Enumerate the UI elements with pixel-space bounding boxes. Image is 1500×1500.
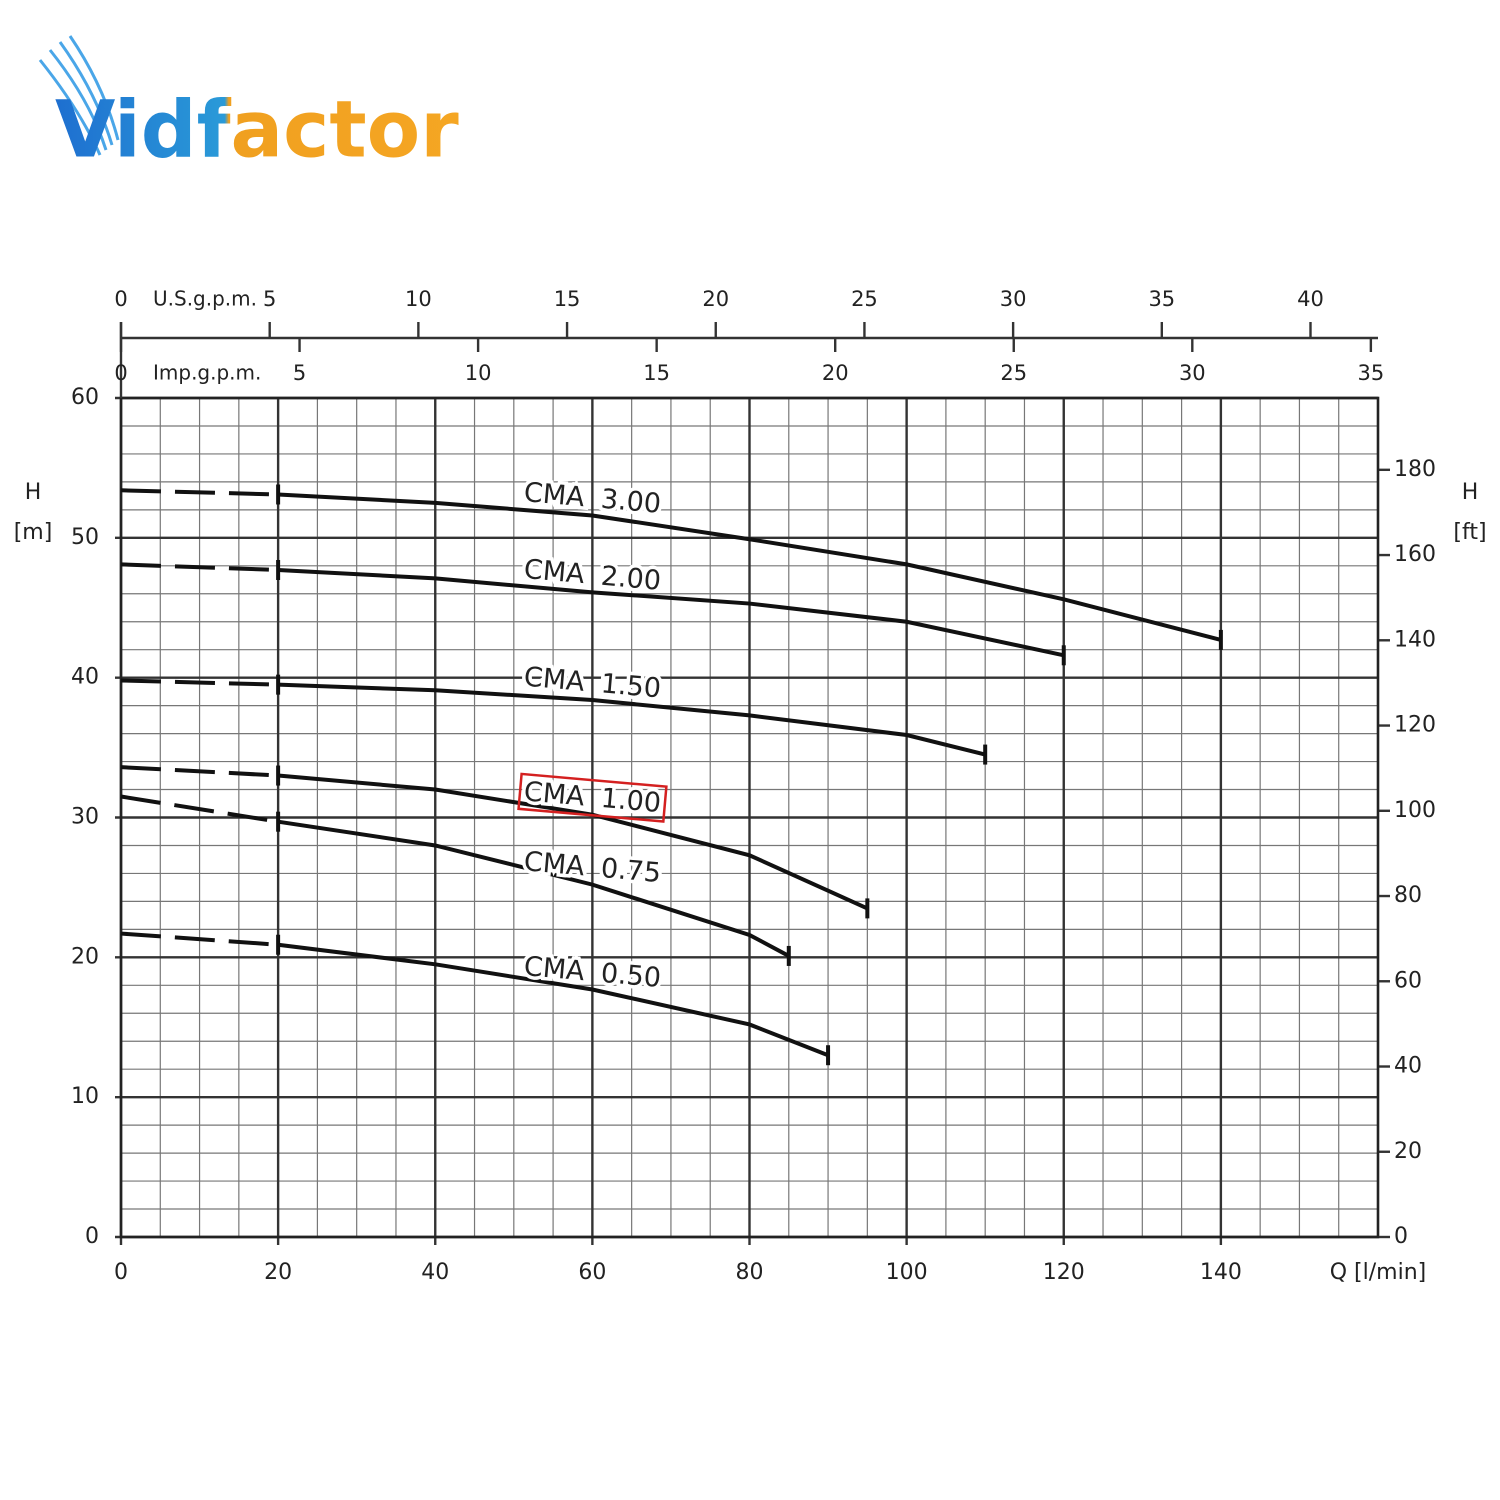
y2-tick-label: 40 [1394, 1054, 1422, 1079]
top-axis-tick-label: 30 [1179, 361, 1206, 385]
curve-label: CMA 2.00 [523, 554, 663, 597]
curve [277, 819, 790, 958]
curve-extension [120, 562, 279, 572]
y-tick-label: 60 [71, 385, 99, 410]
x-tick-label: 20 [264, 1260, 292, 1285]
top-axis-tick-label: 15 [643, 361, 670, 385]
y-tick-label: 0 [85, 1224, 99, 1249]
curve-extension [120, 678, 279, 687]
y2-tick-label: 120 [1394, 713, 1436, 738]
logo: Vidfactor [55, 85, 459, 175]
curve [278, 682, 986, 757]
plot-frame [119, 396, 1380, 1239]
logo-mark [38, 35, 120, 156]
y-tick-label: 40 [71, 665, 99, 690]
curve-label: CMA 0.75 [523, 846, 663, 889]
x-tick-label: 60 [578, 1260, 606, 1285]
top-axis-tick-label: 0 [114, 361, 127, 385]
top-axis-tick-label: 15 [554, 287, 581, 311]
y2-tick-label: 20 [1394, 1139, 1422, 1164]
y2-tick-label: 140 [1394, 627, 1436, 652]
top-axis-tick-label: 25 [1000, 361, 1027, 385]
highlight-box [517, 772, 668, 823]
top-axis-tick-label: 20 [822, 361, 849, 385]
curve [277, 942, 829, 1058]
top-axis-tick-label: 10 [465, 361, 492, 385]
y2-tick-label: 180 [1394, 457, 1436, 482]
top-axis-label: U.S.g.p.m. [153, 287, 257, 311]
top-axis-label: Imp.g.p.m. [153, 361, 261, 385]
x-tick-label: 120 [1043, 1260, 1085, 1285]
y2-tick-label: 60 [1394, 968, 1422, 993]
x-tick-label: 100 [886, 1260, 928, 1285]
y2-tick-label: 160 [1394, 542, 1436, 567]
top-axis-tick-label: 35 [1148, 287, 1175, 311]
y2-tick-label: 80 [1394, 883, 1422, 908]
curve [278, 567, 1065, 658]
curve-extension [120, 794, 279, 824]
top-axis-tick-label: 20 [702, 287, 729, 311]
y2-tick-label: 100 [1394, 798, 1436, 823]
y-tick-label: 20 [71, 944, 99, 969]
curve [278, 492, 1222, 642]
curve-extension [120, 488, 279, 497]
x-tick-label: 40 [421, 1260, 449, 1285]
top-axis-tick-label: 40 [1297, 287, 1324, 311]
x-tick-label: 80 [736, 1260, 764, 1285]
top-axis-tick-label: 35 [1357, 361, 1384, 385]
top-axis-tick-label: 25 [851, 287, 878, 311]
y2-axis-label: [ft] [1453, 520, 1486, 545]
top-axis-tick-label: 0 [114, 287, 127, 311]
y-axis-label: H [25, 480, 42, 505]
y2-axis-label: H [1462, 480, 1479, 505]
curve-extension [120, 931, 279, 947]
y-axis-label: [m] [14, 520, 53, 545]
top-axis-tick-label: 30 [1000, 287, 1027, 311]
curve-label: CMA 1.00 [523, 776, 663, 819]
curve-extension [120, 765, 279, 778]
y-tick-label: 10 [71, 1084, 99, 1109]
x-axis-label: Q [l/min] [1330, 1260, 1427, 1285]
y-tick-label: 30 [71, 805, 99, 830]
y-tick-label: 50 [71, 525, 99, 550]
y2-tick-label: 0 [1394, 1224, 1408, 1249]
top-axis-tick-label: 10 [405, 287, 432, 311]
top-axis-tick-label: 5 [263, 287, 276, 311]
x-tick-label: 140 [1200, 1260, 1242, 1285]
x-tick-label: 0 [114, 1260, 128, 1285]
top-axis-tick-label: 5 [293, 361, 306, 385]
